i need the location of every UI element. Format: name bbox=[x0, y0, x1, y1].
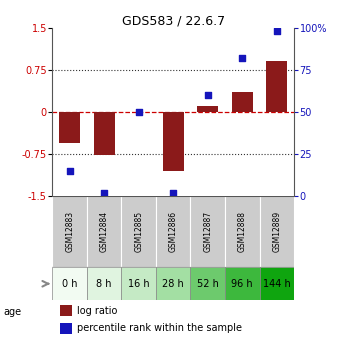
Text: 0 h: 0 h bbox=[62, 279, 77, 289]
Bar bbox=[260, 196, 294, 267]
Bar bbox=[87, 196, 121, 267]
Bar bbox=[191, 267, 225, 300]
Bar bbox=[156, 267, 191, 300]
Text: GSM12887: GSM12887 bbox=[203, 211, 212, 252]
Text: GSM12886: GSM12886 bbox=[169, 211, 178, 252]
Text: GSM12883: GSM12883 bbox=[65, 211, 74, 252]
Text: 96 h: 96 h bbox=[232, 279, 253, 289]
Bar bbox=[59, 305, 72, 316]
Bar bbox=[52, 196, 87, 267]
Text: GSM12885: GSM12885 bbox=[134, 211, 143, 252]
Text: 52 h: 52 h bbox=[197, 279, 219, 289]
Bar bbox=[52, 267, 87, 300]
Text: 8 h: 8 h bbox=[96, 279, 112, 289]
Bar bbox=[87, 267, 121, 300]
Bar bbox=[225, 196, 260, 267]
Text: age: age bbox=[3, 307, 22, 317]
Bar bbox=[232, 92, 252, 112]
Text: GSM12889: GSM12889 bbox=[272, 211, 281, 252]
Text: percentile rank within the sample: percentile rank within the sample bbox=[76, 323, 242, 333]
Bar bbox=[121, 267, 156, 300]
Point bbox=[205, 92, 211, 98]
Text: GSM12884: GSM12884 bbox=[100, 211, 109, 252]
Point bbox=[136, 109, 141, 115]
Text: 144 h: 144 h bbox=[263, 279, 291, 289]
Bar bbox=[191, 196, 225, 267]
Text: 16 h: 16 h bbox=[128, 279, 149, 289]
Bar bbox=[59, 112, 80, 143]
Bar bbox=[197, 106, 218, 112]
Text: log ratio: log ratio bbox=[76, 306, 117, 316]
Point bbox=[171, 190, 176, 196]
Bar bbox=[163, 112, 184, 171]
Bar bbox=[260, 267, 294, 300]
Bar bbox=[225, 267, 260, 300]
Point bbox=[274, 28, 280, 34]
Bar bbox=[94, 112, 115, 155]
Title: GDS583 / 22.6.7: GDS583 / 22.6.7 bbox=[122, 14, 225, 28]
Bar bbox=[121, 196, 156, 267]
Point bbox=[67, 168, 72, 174]
Bar bbox=[59, 323, 72, 334]
Text: 28 h: 28 h bbox=[162, 279, 184, 289]
Bar bbox=[156, 196, 191, 267]
Point bbox=[240, 55, 245, 61]
Point bbox=[101, 190, 107, 196]
Bar bbox=[266, 61, 287, 112]
Text: GSM12888: GSM12888 bbox=[238, 211, 247, 252]
